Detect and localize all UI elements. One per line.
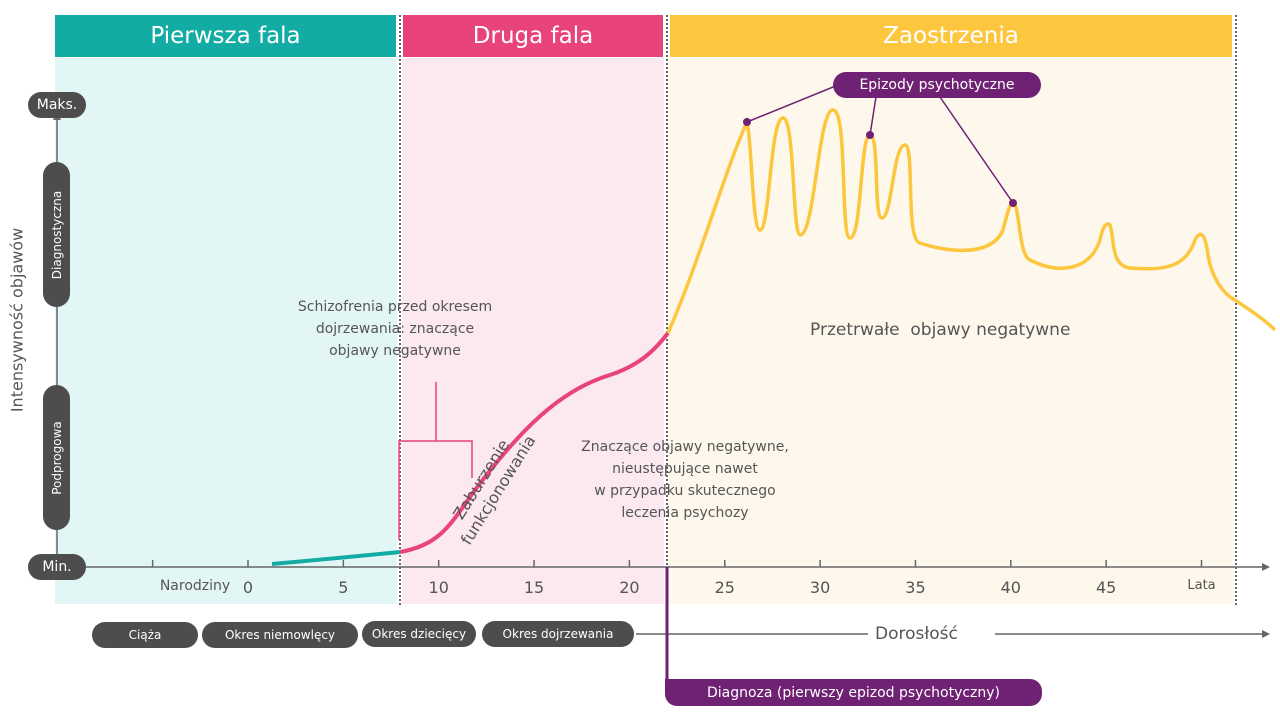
divider	[666, 15, 668, 605]
stage-adolescence: Okres dojrzewania	[482, 621, 634, 647]
exacerbation-curve	[666, 108, 1277, 334]
persistent-note: Przetrwałe objawy negatywne	[810, 320, 1071, 340]
episode-dot	[743, 118, 751, 126]
x-tick-label: 20	[619, 578, 640, 597]
first-wave-background	[55, 58, 397, 604]
x-tick-label: 0	[242, 578, 254, 597]
x-tick-label: 45	[1095, 578, 1117, 597]
adulthood-arrow	[1262, 630, 1270, 638]
x-tick-label: 5	[338, 578, 349, 597]
divider	[399, 15, 401, 605]
x-tick-label: 25	[714, 578, 735, 597]
pre-puberty-note: Schizofrenia przed okresem dojrzewania: z…	[297, 299, 493, 359]
x-tick-label: Narodziny	[159, 578, 231, 594]
x-tick-label: Lata	[1187, 578, 1216, 593]
episodes-label: Epizody psychotyczne	[833, 72, 1041, 98]
exacerbation-background	[668, 58, 1234, 604]
band-diagnostic: Diagnostyczna	[43, 162, 70, 307]
y-min-label: Min.	[28, 554, 86, 580]
phase-exacerbations: Zaostrzenia	[670, 15, 1232, 57]
stage-childhood: Okres dziecięcy	[362, 621, 476, 647]
band-subthreshold: Podprogowa	[43, 385, 70, 530]
stage-pregnancy: Ciąża	[92, 622, 198, 648]
first-wave-curve	[271, 550, 401, 566]
second-wave-background	[402, 58, 664, 604]
phase-second-wave: Druga fala	[403, 15, 663, 57]
bracket	[398, 382, 473, 540]
x-tick-label: 15	[523, 578, 545, 597]
x-tick-label: 40	[1000, 578, 1021, 597]
episode-pointer	[869, 96, 877, 136]
y-max-label: Maks.	[28, 92, 86, 118]
episode-dot	[866, 131, 874, 139]
episode-dot	[1009, 199, 1017, 207]
episode-pointer	[746, 84, 839, 123]
phase-first-wave: Pierwsza fala	[55, 15, 396, 57]
persistent-negative-note: Znaczące objawy negatywne, nieustępujące …	[581, 439, 789, 521]
episode-pointer	[939, 96, 1014, 204]
divider	[1235, 15, 1237, 605]
stage-infancy: Okres niemowlęcy	[202, 622, 358, 648]
x-tick-label: 35	[905, 578, 926, 597]
second-wave-curve	[399, 331, 670, 554]
diagnosis-label: Diagnoza (pierwszy epizod psychotyczny)	[665, 679, 1042, 706]
adulthood-label: Dorosłość	[875, 624, 958, 644]
x-tick-label: 30	[809, 578, 831, 597]
x-tick-label: 10	[428, 578, 449, 597]
x-axis-arrow	[1262, 563, 1270, 571]
